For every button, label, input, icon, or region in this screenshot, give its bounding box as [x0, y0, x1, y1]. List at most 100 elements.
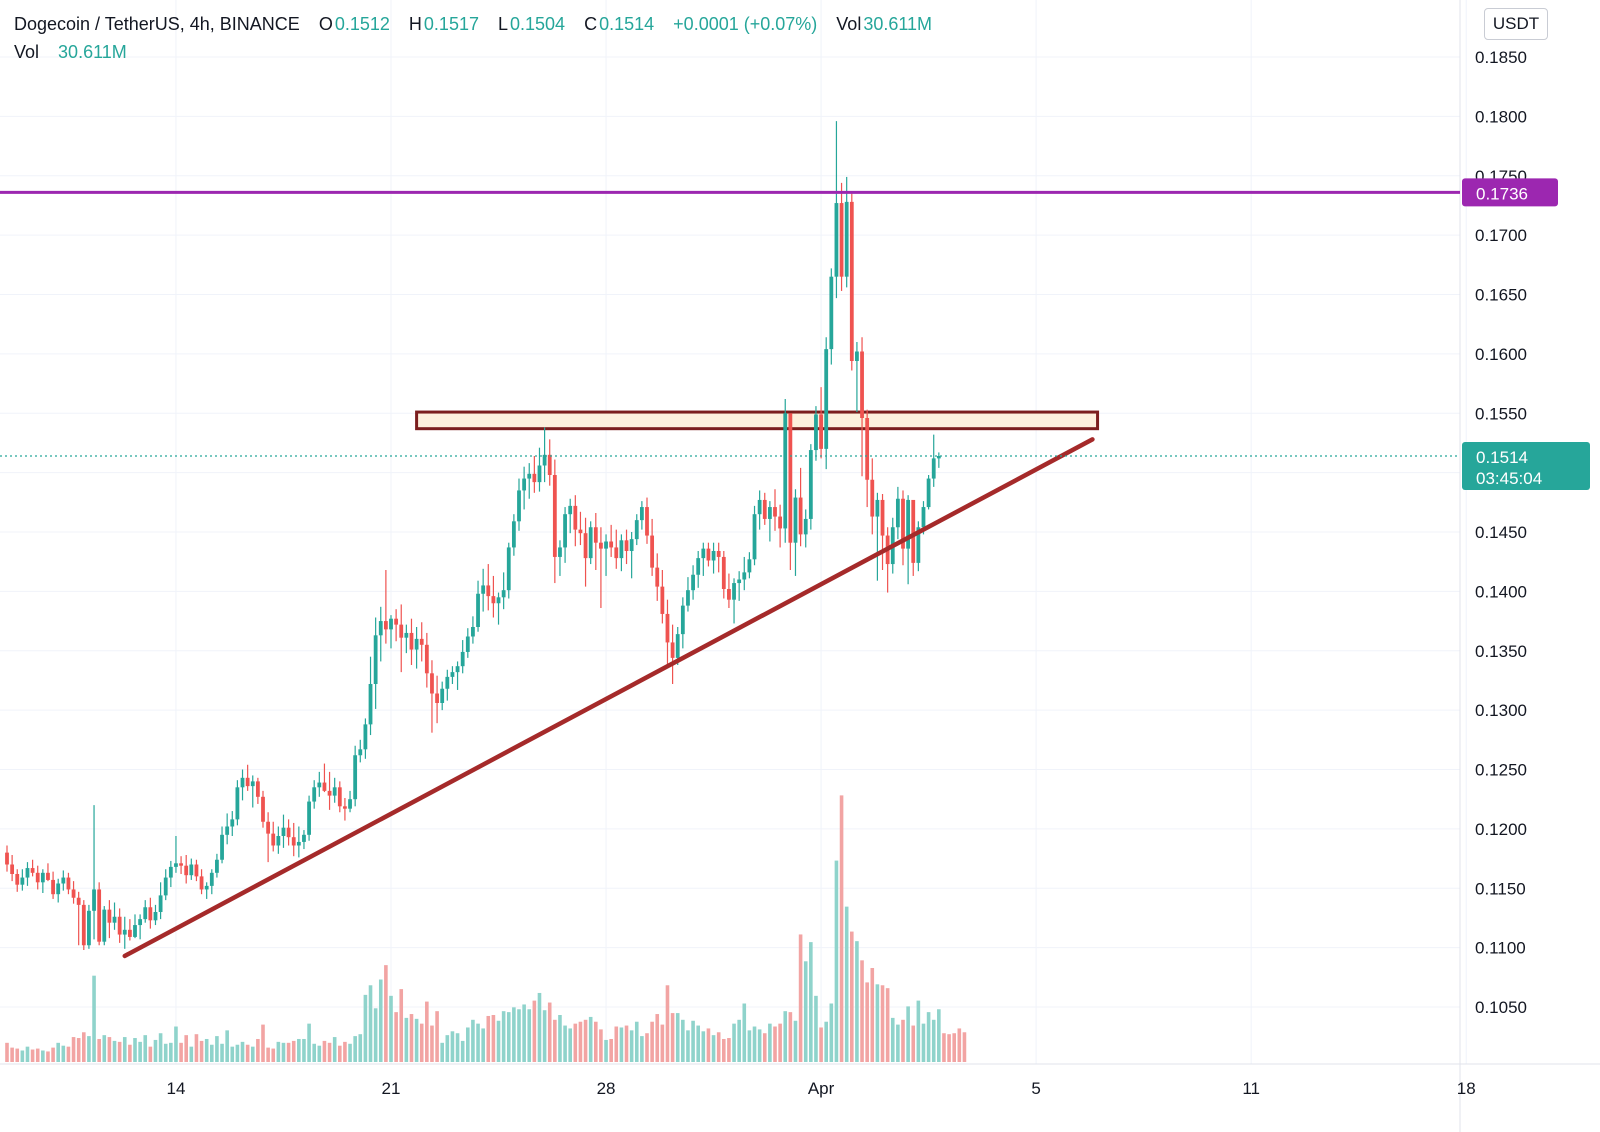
volume-bar	[435, 1011, 439, 1062]
volume-bar	[660, 1024, 665, 1062]
volume-bar	[486, 1015, 491, 1062]
candle-body	[138, 919, 143, 926]
volume-bar	[788, 1012, 793, 1062]
volume-bar	[901, 1019, 905, 1062]
candle-body	[880, 499, 885, 536]
volume-bar	[870, 968, 875, 1062]
volume-bar	[297, 1038, 301, 1062]
candle-body	[716, 551, 721, 557]
volume-bar	[5, 1042, 9, 1062]
price-tick-label: 0.1350	[1475, 642, 1527, 661]
volume-bar	[634, 1021, 639, 1062]
volume-bar	[368, 985, 373, 1062]
volume-bar	[56, 1042, 60, 1062]
candle-body	[337, 787, 342, 807]
volume-bar	[860, 960, 864, 1062]
candle-body	[629, 539, 634, 551]
candle-body	[481, 585, 486, 594]
volume-bar	[419, 1023, 424, 1062]
candle-body	[133, 925, 137, 937]
volume-bar	[445, 1035, 450, 1062]
candle-body	[696, 558, 701, 575]
time-tick-label: 14	[166, 1079, 185, 1098]
volume-bar	[537, 992, 542, 1062]
candle-body	[711, 551, 716, 561]
volume-bar	[798, 934, 803, 1062]
candle-body	[97, 889, 102, 942]
volume-bar	[942, 1033, 946, 1062]
candle-body	[20, 877, 25, 885]
volume-bar	[471, 1019, 475, 1062]
candle-body	[742, 572, 747, 580]
volume-bar	[399, 989, 404, 1062]
volume-bar	[691, 1020, 695, 1062]
candlesticks	[5, 121, 941, 950]
volume-indicator-label[interactable]: Vol	[14, 42, 40, 62]
volume-bar	[10, 1047, 14, 1062]
volume-bar	[204, 1038, 209, 1062]
high-label: H	[408, 14, 422, 34]
low-label: L	[498, 14, 509, 34]
volume-bar	[466, 1027, 470, 1062]
volume-bar	[425, 1001, 429, 1062]
volume-bar	[619, 1027, 624, 1062]
volume-bar	[240, 1041, 245, 1062]
volume-bar	[896, 1024, 900, 1062]
price-tick-label: 0.1450	[1475, 523, 1527, 542]
volume-bar	[501, 1011, 506, 1062]
volume-bar	[143, 1035, 148, 1062]
candle-body	[547, 454, 552, 475]
volume-bar	[855, 941, 859, 1062]
volume-bar	[850, 931, 854, 1062]
volume-bar	[604, 1039, 608, 1062]
candle-body	[383, 621, 388, 630]
volume-bar	[276, 1041, 281, 1062]
volume-bar	[793, 1020, 798, 1062]
volume-bar	[46, 1051, 50, 1062]
volume-bar	[829, 1003, 834, 1062]
price-tick-label: 0.1200	[1475, 820, 1527, 839]
candle-body	[691, 574, 695, 591]
candle-body	[199, 876, 204, 890]
candle-body	[358, 749, 363, 756]
candle-body	[895, 498, 900, 528]
volume-bar	[921, 1023, 926, 1062]
price-tick-label: 0.1300	[1475, 701, 1527, 720]
volume-bar	[937, 1009, 941, 1062]
volume-bar	[911, 1025, 916, 1062]
price-tick-label: 0.1400	[1475, 582, 1527, 601]
candle-body	[901, 498, 905, 549]
volume-bar	[747, 1030, 752, 1062]
volume-bar	[599, 1029, 603, 1062]
symbol-title[interactable]: Dogecoin / TetherUS, 4h, BINANCE	[14, 14, 300, 34]
candle-body	[486, 585, 491, 597]
volume-bar	[716, 1032, 721, 1062]
open-label: O	[318, 14, 333, 34]
candle-body	[112, 916, 117, 923]
candle-body	[66, 877, 71, 890]
candle-body	[348, 799, 352, 809]
volume-bar	[281, 1042, 286, 1062]
volume-bar	[51, 1047, 55, 1062]
candle-body	[235, 787, 240, 820]
volume-bar	[245, 1044, 250, 1062]
candle-body	[788, 413, 793, 543]
last-price-label: 0.1514	[1476, 448, 1528, 467]
candle-body	[752, 514, 757, 560]
candle-body	[921, 507, 926, 528]
currency-button[interactable]: USDT	[1484, 8, 1548, 40]
candle-body	[399, 624, 404, 638]
volume-bar	[450, 1031, 455, 1062]
candle-body	[542, 454, 547, 466]
time-tick-label: 21	[382, 1079, 401, 1098]
volume-bar	[117, 1041, 122, 1062]
candle-body	[419, 638, 424, 645]
volume-bar	[327, 1042, 332, 1062]
volume-bars	[5, 795, 967, 1062]
volume-bar	[773, 1026, 777, 1062]
volume-bar	[762, 1033, 767, 1062]
candle-body	[92, 889, 96, 911]
volume-bar	[563, 1025, 567, 1062]
volume-bar	[97, 1038, 101, 1062]
